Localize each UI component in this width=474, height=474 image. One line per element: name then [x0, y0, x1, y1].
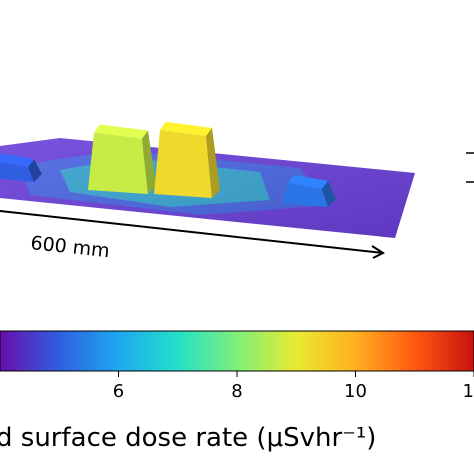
peak-shadow-side: [322, 180, 336, 207]
peak-top: [160, 121, 212, 136]
peak-top: [94, 124, 148, 139]
colorbar-gradient: [0, 330, 474, 372]
peak-side: [0, 161, 34, 182]
colorbar-tick-label: 10: [344, 381, 367, 402]
peak-top: [288, 174, 328, 189]
dose-peaks: [0, 121, 336, 207]
dose-peak-2: [88, 124, 156, 194]
peak-side: [154, 129, 212, 198]
colorbar-label: d surface dose rate (μSvhr⁻¹): [0, 423, 376, 453]
colorbar: 6 8 10 12 d surface dose rate (μSvhr⁻¹): [0, 330, 474, 453]
dose-peak-4: [282, 174, 336, 207]
peak-shadow-side: [28, 159, 42, 182]
colorbar-ticks: 6 8 10 12: [113, 371, 474, 402]
peak-shadow-side: [206, 127, 220, 198]
axis-ticks-right: [466, 152, 474, 183]
colorbar-tick-label: 8: [231, 381, 242, 402]
peak-shadow-side: [142, 130, 156, 194]
peak-side: [282, 182, 328, 207]
colorbar-tick-label: 6: [113, 381, 124, 402]
dose-peak-3: [154, 121, 220, 198]
peak-top: [0, 153, 34, 168]
peak-side: [88, 132, 148, 194]
dose-peak-1: [0, 153, 42, 182]
scale-label: 600 mm: [29, 232, 110, 262]
colorbar-tick-label: 12: [463, 381, 474, 402]
